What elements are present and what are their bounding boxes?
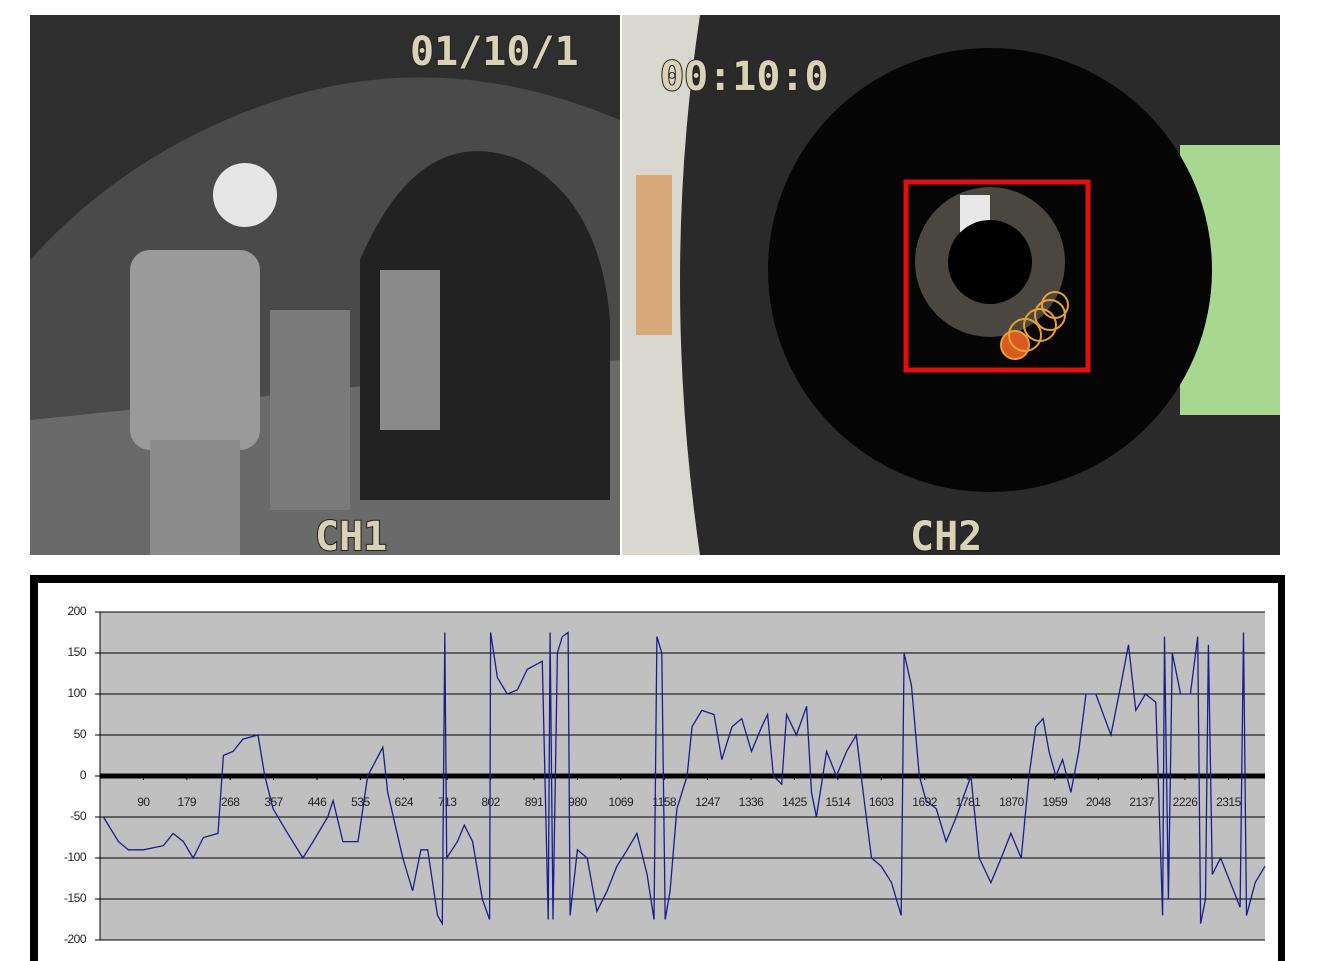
- y-tick-label: 0: [80, 768, 87, 782]
- helmet: [213, 163, 277, 227]
- timestamp: 01/10/1: [410, 29, 579, 75]
- x-tick-label: 1069: [608, 795, 634, 809]
- tape: [636, 175, 672, 335]
- x-tick-label: 179: [178, 795, 197, 809]
- y-tick-label: -50: [70, 809, 87, 823]
- x-tick-label: 535: [351, 795, 370, 809]
- x-tick-label: 1247: [695, 795, 721, 809]
- camera-2: 00:10:0 CH2: [622, 15, 1280, 560]
- x-tick-label: 357: [264, 795, 283, 809]
- pillar: [270, 310, 350, 510]
- person: [150, 440, 240, 555]
- x-tick-label: 1158: [652, 795, 677, 809]
- y-tick-label: -100: [64, 850, 87, 864]
- x-tick-label: 2137: [1129, 795, 1155, 809]
- chart: -200 -150 -100 -50 0 50 100 150 200 90 179 268 357 44…: [64, 604, 1265, 946]
- pillar: [380, 270, 440, 430]
- x-tick-label: 980: [568, 795, 587, 809]
- y-tick-label: 200: [67, 604, 86, 618]
- person: [130, 250, 260, 450]
- x-tick-label: 1959: [1042, 795, 1068, 809]
- x-tick-label: 90: [137, 795, 150, 809]
- x-tick-label: 446: [308, 795, 327, 809]
- pupil: [948, 220, 1032, 304]
- x-tick-label: 1336: [739, 795, 765, 809]
- y-tick-label: 150: [67, 645, 86, 659]
- x-tick-label: 1870: [999, 795, 1025, 809]
- y-tick-label: -200: [64, 932, 87, 946]
- x-tick-label: 891: [525, 795, 544, 809]
- x-tick-label: 2226: [1173, 795, 1199, 809]
- y-tick-label: 50: [74, 727, 87, 741]
- x-tick-label: 1514: [825, 795, 851, 809]
- camera-1: 01/10/1 CH1: [30, 15, 620, 560]
- x-tick-label: 1425: [782, 795, 808, 809]
- y-tick-label: -150: [64, 891, 87, 905]
- x-tick-label: 2048: [1086, 795, 1112, 809]
- timestamp: 00:10:0: [660, 54, 829, 100]
- x-tick-label: 268: [221, 795, 240, 809]
- x-tick-label: 802: [481, 795, 500, 809]
- page: 01/10/1 CH1 00:10:0 CH2 -200 -150 -100 -50 0…: [0, 0, 1323, 961]
- x-tick-label: 624: [395, 795, 414, 809]
- x-tick-label: 1603: [869, 795, 895, 809]
- channel-label: CH1: [315, 514, 387, 560]
- x-tick-label: 713: [438, 795, 457, 809]
- y-tick-label: 100: [67, 686, 86, 700]
- channel-label: CH2: [910, 514, 982, 560]
- x-tick-label: 2315: [1216, 795, 1242, 809]
